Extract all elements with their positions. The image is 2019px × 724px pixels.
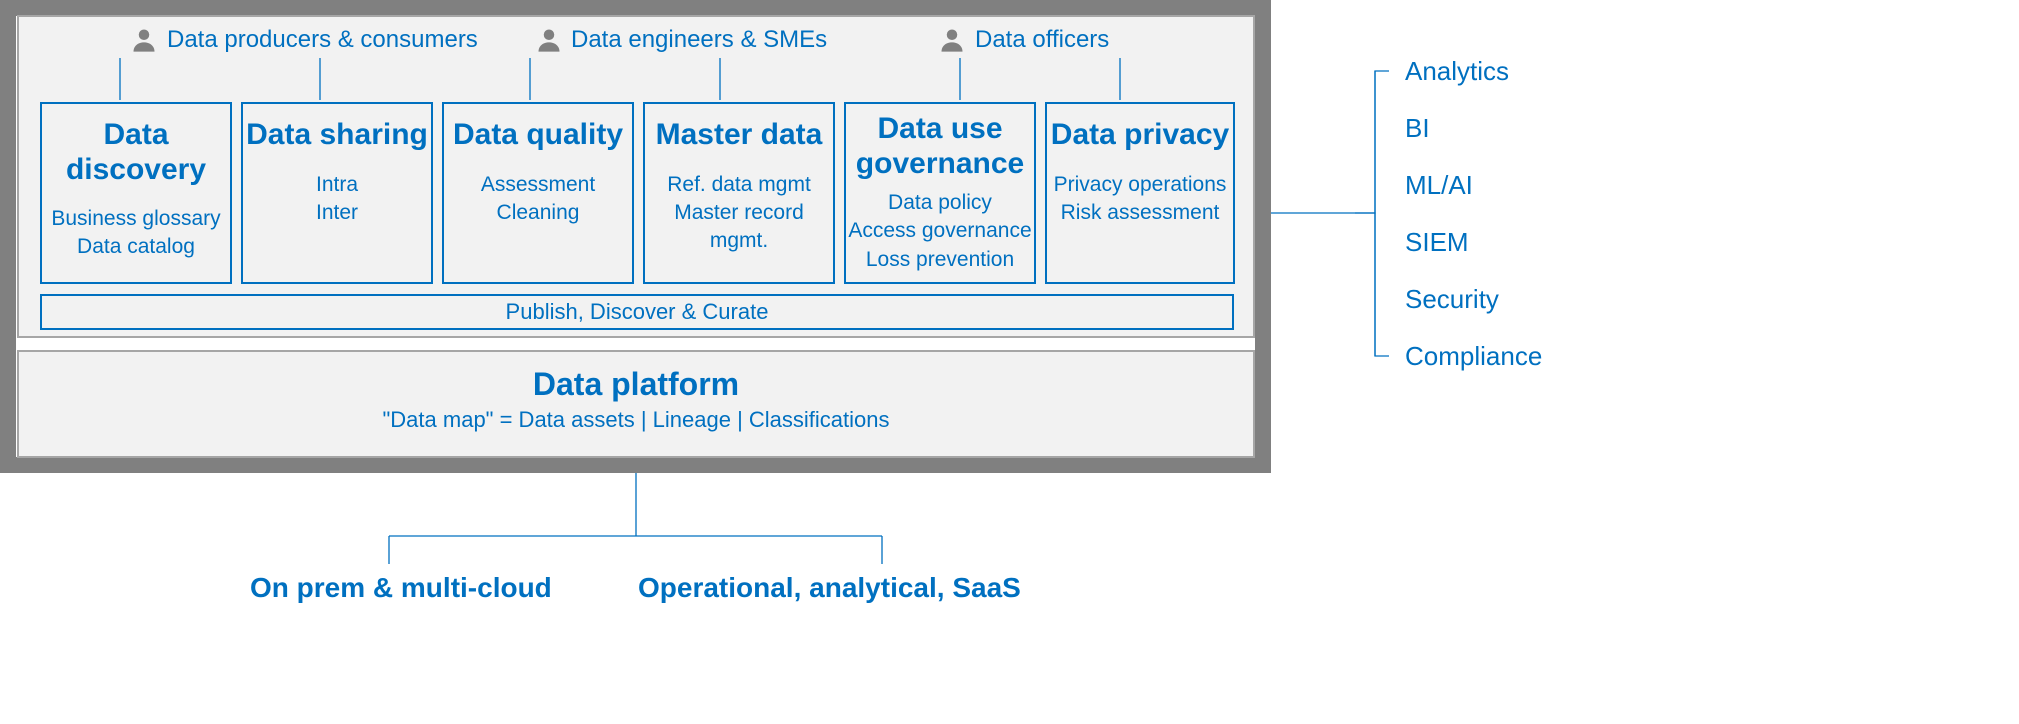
side-item-bi: BI (1405, 113, 1430, 144)
side-item-security: Security (1405, 284, 1499, 315)
side-item-analytics: Analytics (1405, 56, 1509, 87)
footer-connectors (0, 0, 1271, 620)
footer-label-left: On prem & multi-cloud (250, 572, 552, 604)
side-item-compliance: Compliance (1405, 341, 1542, 372)
footer-label-right: Operational, analytical, SaaS (638, 572, 1021, 604)
side-item-ml-ai: ML/AI (1405, 170, 1473, 201)
side-item-siem: SIEM (1405, 227, 1469, 258)
